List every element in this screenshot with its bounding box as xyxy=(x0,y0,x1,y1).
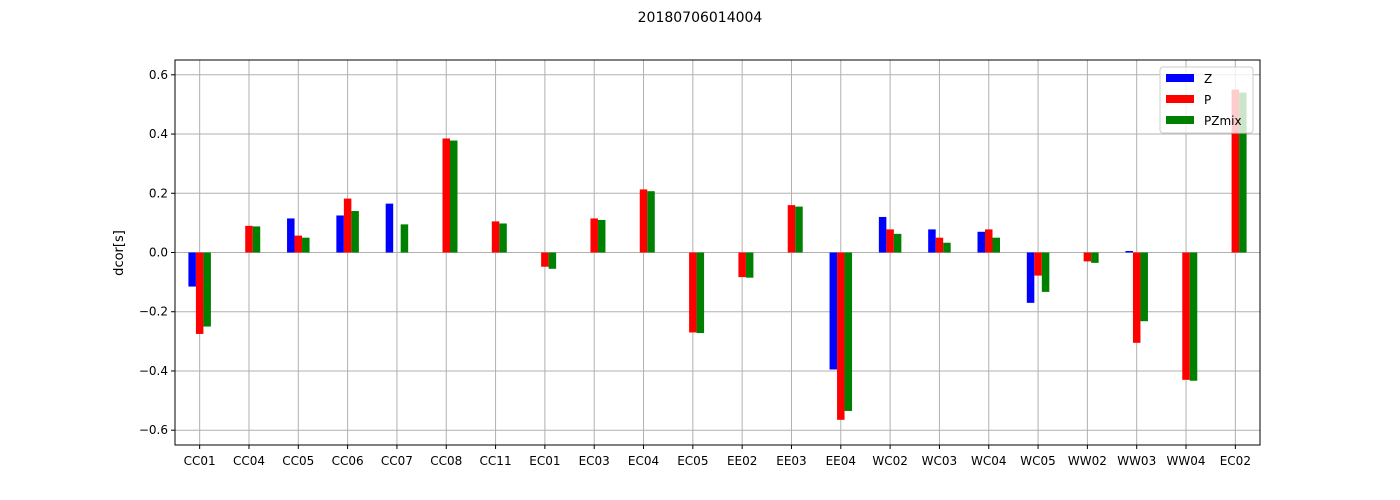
bar-pzmix-wc04 xyxy=(992,237,1000,253)
x-tick-label: WC02 xyxy=(872,454,908,468)
bar-pzmix-cc07 xyxy=(400,224,409,253)
x-tick-label: WC03 xyxy=(922,454,958,468)
bar-p-ec04 xyxy=(639,189,648,253)
bar-p-ee03 xyxy=(787,205,796,253)
bar-pzmix-ec05 xyxy=(696,252,705,334)
bar-z-cc07 xyxy=(385,203,394,253)
x-tick-label: CC07 xyxy=(381,454,413,468)
bar-z-wc02 xyxy=(878,216,887,253)
bar-pzmix-ww04 xyxy=(1189,252,1198,381)
bar-pzmix-ee02 xyxy=(745,252,754,278)
y-axis-label: dcor[s] xyxy=(112,230,127,276)
bar-pzmix-cc08 xyxy=(450,140,458,253)
bar-z-ee04 xyxy=(829,252,838,370)
bar-p-cc01 xyxy=(195,252,204,334)
bar-pzmix-ww03 xyxy=(1140,252,1148,322)
bar-pzmix-ec03 xyxy=(597,219,606,253)
bar-p-wc03 xyxy=(935,237,944,253)
bar-p-ww03 xyxy=(1132,252,1141,343)
bar-pzmix-wc02 xyxy=(893,233,902,253)
bar-pzmix-ec04 xyxy=(647,191,655,253)
bar-p-ec01 xyxy=(541,252,549,267)
bar-z-wc03 xyxy=(928,229,936,253)
bar-pzmix-wc05 xyxy=(1041,252,1050,292)
bar-pzmix-cc05 xyxy=(302,237,310,253)
bar-p-cc05 xyxy=(294,235,303,253)
x-tick-label: WW04 xyxy=(1167,454,1206,468)
x-tick-label: CC08 xyxy=(430,454,462,468)
bar-pzmix-wc03 xyxy=(943,242,951,253)
x-tick-label: WC04 xyxy=(971,454,1007,468)
y-tick-label: 0.4 xyxy=(149,127,168,141)
legend-label-p: P xyxy=(1204,93,1211,107)
bar-p-cc08 xyxy=(442,138,450,253)
bar-pzmix-cc04 xyxy=(252,226,261,253)
bar-pzmix-ee03 xyxy=(795,206,803,253)
x-tick-label: EC02 xyxy=(1220,454,1251,468)
legend-label-z: Z xyxy=(1204,72,1212,86)
bar-pzmix-ee04 xyxy=(844,252,853,411)
legend-swatch-p xyxy=(1166,95,1194,103)
x-tick-label: CC04 xyxy=(233,454,265,468)
bar-p-ee04 xyxy=(837,252,845,420)
chart-title: 20180706014004 xyxy=(638,10,763,26)
y-tick-label: 0.6 xyxy=(149,68,168,82)
bar-z-cc01 xyxy=(188,252,196,287)
x-tick-label: EE02 xyxy=(727,454,757,468)
y-tick-label: 0.0 xyxy=(149,246,168,260)
bar-z-cc05 xyxy=(287,218,295,253)
legend-swatch-z xyxy=(1166,74,1194,82)
bar-pzmix-cc01 xyxy=(203,252,211,327)
bar-p-ec05 xyxy=(689,252,697,333)
bar-z-cc06 xyxy=(336,215,344,253)
bar-p-cc06 xyxy=(343,198,352,253)
y-tick-label: −0.6 xyxy=(139,423,168,437)
bar-p-ww04 xyxy=(1182,252,1190,380)
x-tick-label: EE03 xyxy=(776,454,806,468)
x-tick-label: WW02 xyxy=(1068,454,1107,468)
y-tick-label: 0.2 xyxy=(149,186,168,200)
bar-p-cc11 xyxy=(491,221,500,253)
x-tick-label: EC01 xyxy=(529,454,560,468)
bar-pzmix-ec01 xyxy=(548,252,557,269)
x-tick-label: CC01 xyxy=(184,454,216,468)
y-tick-label: −0.4 xyxy=(139,364,168,378)
bar-pzmix-cc06 xyxy=(351,211,359,253)
legend-swatch-pzmix xyxy=(1166,116,1194,124)
x-tick-label: CC05 xyxy=(282,454,314,468)
bar-pzmix-cc11 xyxy=(499,223,507,253)
bar-p-ec03 xyxy=(590,218,598,253)
x-tick-label: EC05 xyxy=(677,454,708,468)
bar-p-wc04 xyxy=(985,229,993,253)
legend: ZP PZmix xyxy=(1159,66,1254,134)
bar-p-cc04 xyxy=(245,225,253,253)
bar-p-ec02 xyxy=(1231,89,1240,253)
y-tick-label: −0.2 xyxy=(139,305,168,319)
bar-p-ee02 xyxy=(738,252,746,278)
bar-pzmix-ww02 xyxy=(1091,252,1099,263)
x-tick-label: CC11 xyxy=(480,454,512,468)
bar-pzmix-ec02 xyxy=(1239,92,1247,253)
bar-p-ww02 xyxy=(1083,252,1092,262)
x-tick-label: EC03 xyxy=(579,454,610,468)
x-tick-label: EE04 xyxy=(826,454,856,468)
x-tick-label: EC04 xyxy=(628,454,659,468)
x-tick-label: WW03 xyxy=(1117,454,1156,468)
bar-z-wc04 xyxy=(977,231,985,253)
bar-z-ww03 xyxy=(1125,251,1133,253)
bars-layer xyxy=(188,89,1247,420)
axis-ticks: −0.6 −0.4 −0.2 0.0 0.2 0.4 0.6 CC01 CC04 CC05 CC06… xyxy=(139,68,1251,468)
legend-label-pzmix: PZmix xyxy=(1204,114,1242,128)
x-tick-label: CC06 xyxy=(332,454,364,468)
bar-p-wc02 xyxy=(886,229,894,253)
bar-z-wc05 xyxy=(1026,252,1035,303)
bar-p-wc05 xyxy=(1034,252,1042,276)
x-tick-label: WC05 xyxy=(1020,454,1056,468)
